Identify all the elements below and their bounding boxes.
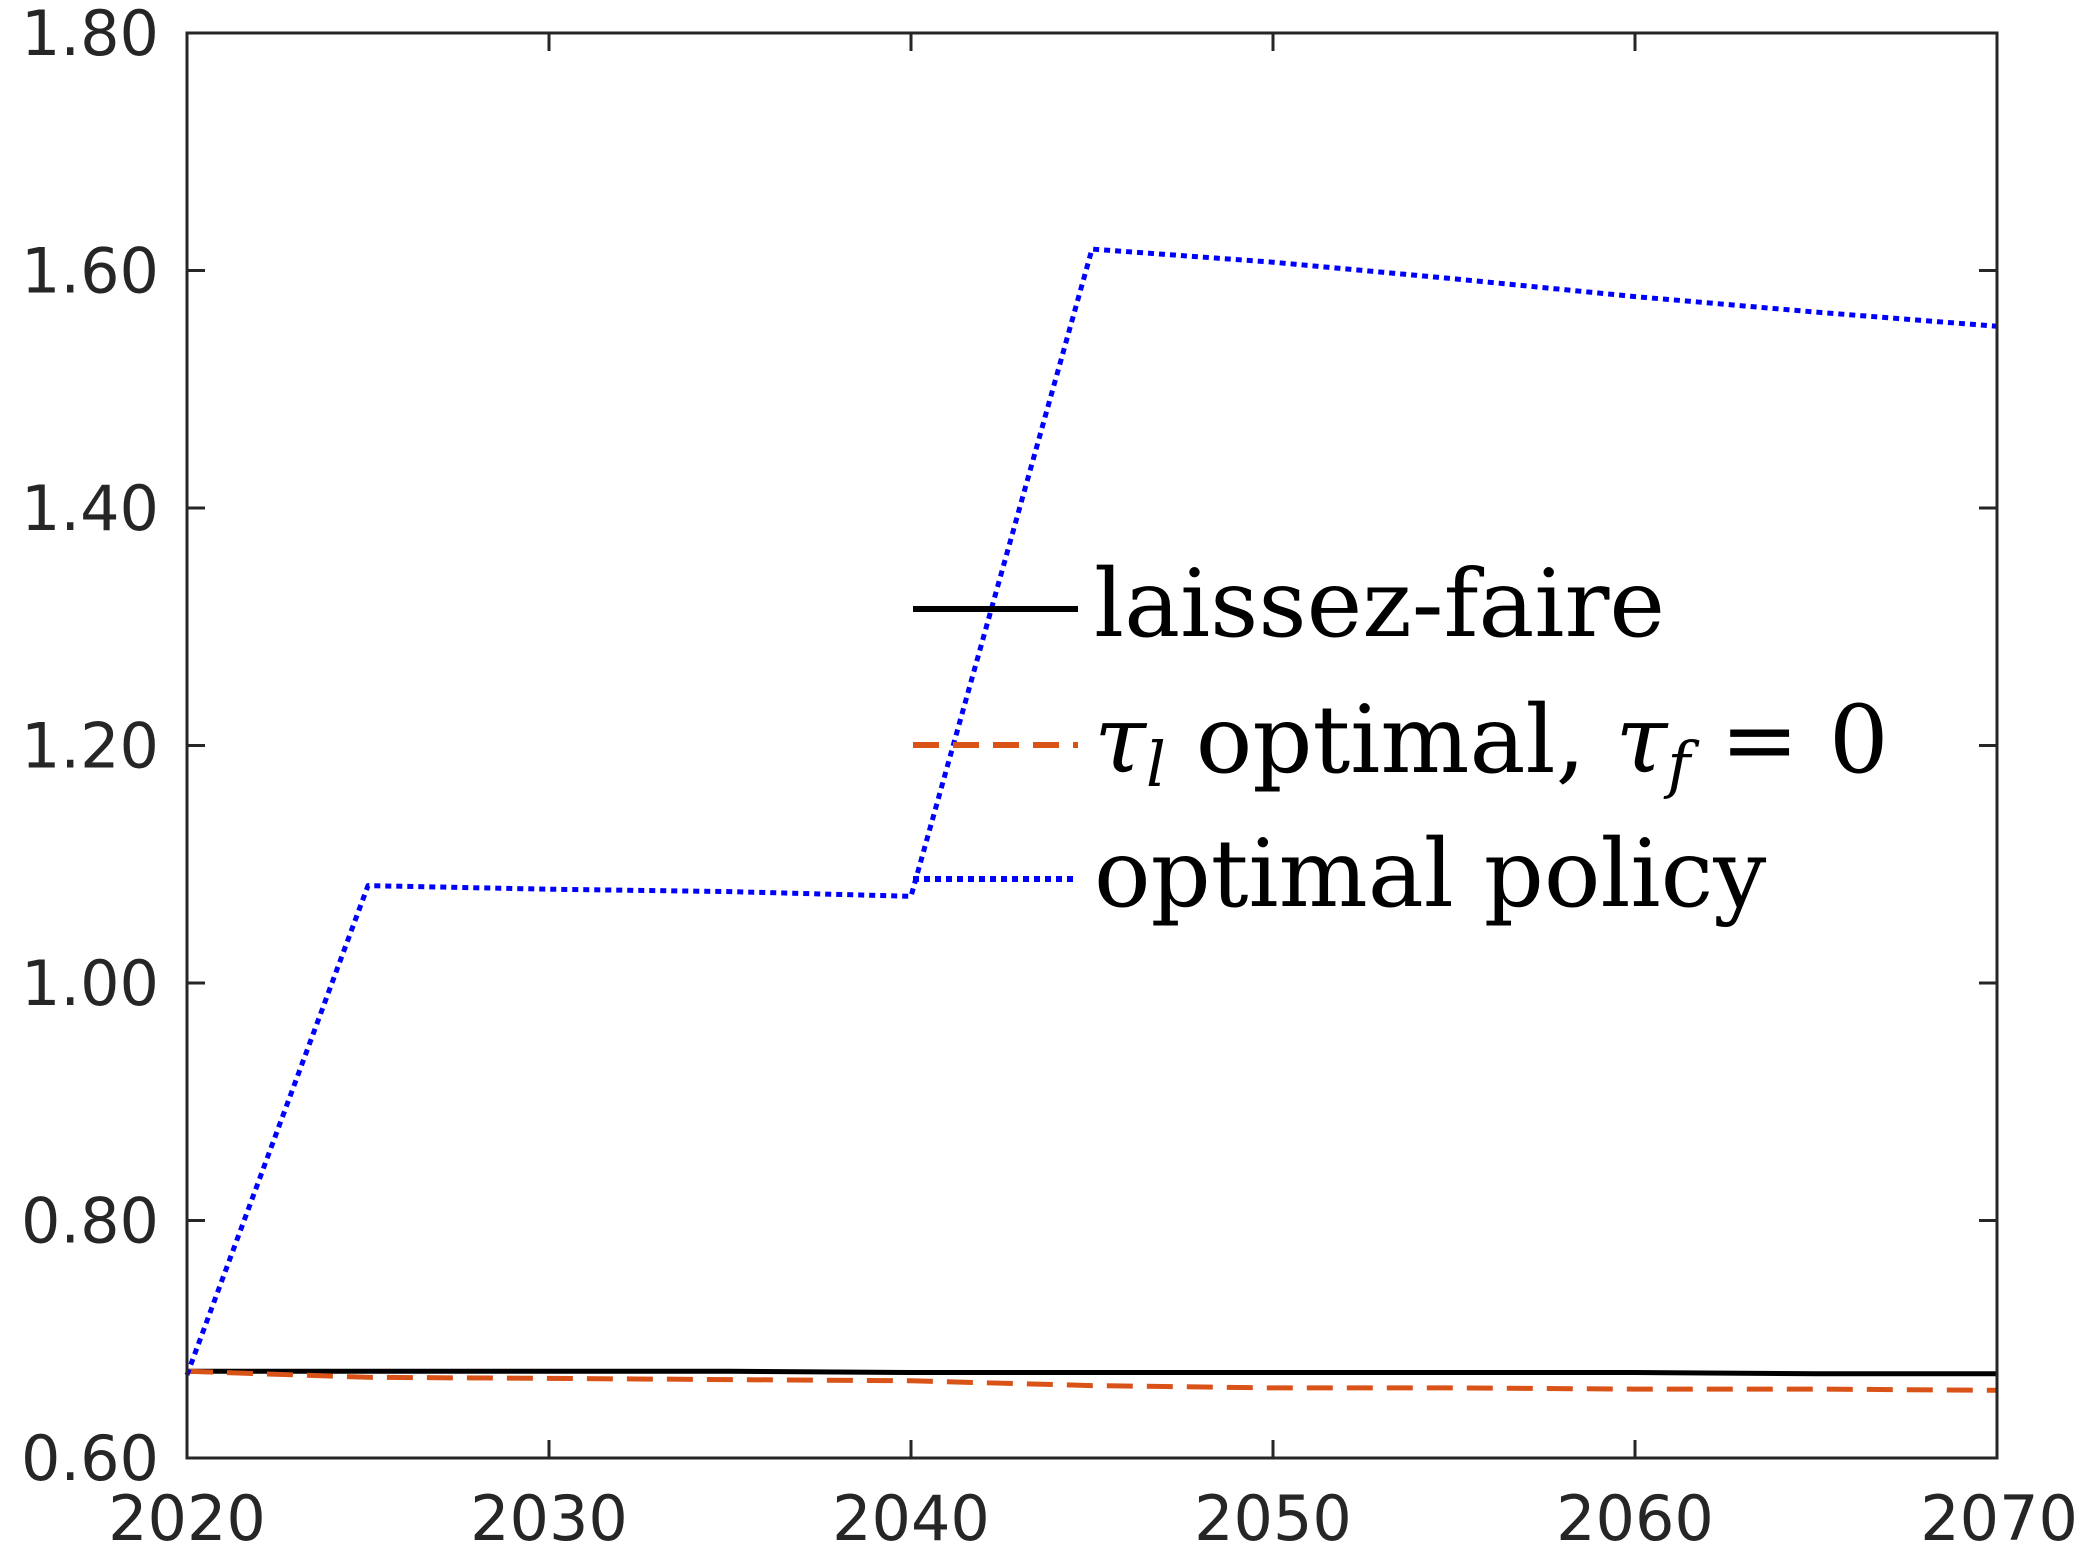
y-tick-label: 1.60 bbox=[21, 235, 159, 308]
legend-label-optimal-policy: optimal policy bbox=[1094, 820, 1766, 929]
y-tick-label: 0.80 bbox=[21, 1185, 159, 1258]
legend-label-laissez-faire: laissez-faire bbox=[1094, 550, 1665, 659]
x-tick-label: 2060 bbox=[1556, 1482, 1714, 1554]
x-tick-label: 2020 bbox=[108, 1482, 266, 1554]
y-tick-label: 1.00 bbox=[21, 947, 159, 1020]
y-tick-label: 1.20 bbox=[21, 710, 159, 783]
y-tick-label: 1.40 bbox=[21, 472, 159, 545]
series-line-0 bbox=[187, 1368, 1997, 1377]
y-tick-label: 0.60 bbox=[21, 1422, 159, 1495]
y-tick-labels: 0.60 0.80 1.00 1.20 1.40 1.60 1.80 bbox=[21, 0, 159, 1495]
x-tick-labels: 2020 2030 2040 2050 2060 2070 bbox=[108, 1482, 2078, 1554]
x-tick-label: 2050 bbox=[1194, 1482, 1352, 1554]
legend: laissez-faire τl optimal, τf = 0 optimal… bbox=[913, 550, 1889, 929]
series-layer bbox=[184, 246, 1998, 1393]
x-tick-label: 2040 bbox=[832, 1482, 990, 1554]
series-line-2 bbox=[184, 246, 1998, 1376]
plot-area-frame bbox=[185, 31, 1999, 1460]
legend-label-tau-l-optimal: τl optimal, τf = 0 bbox=[1094, 686, 1889, 801]
x-tick-label: 2070 bbox=[1920, 1482, 2078, 1554]
series-line-1 bbox=[186, 1368, 1998, 1393]
y-tick-label: 1.80 bbox=[21, 0, 159, 70]
x-tick-label: 2030 bbox=[470, 1482, 628, 1554]
